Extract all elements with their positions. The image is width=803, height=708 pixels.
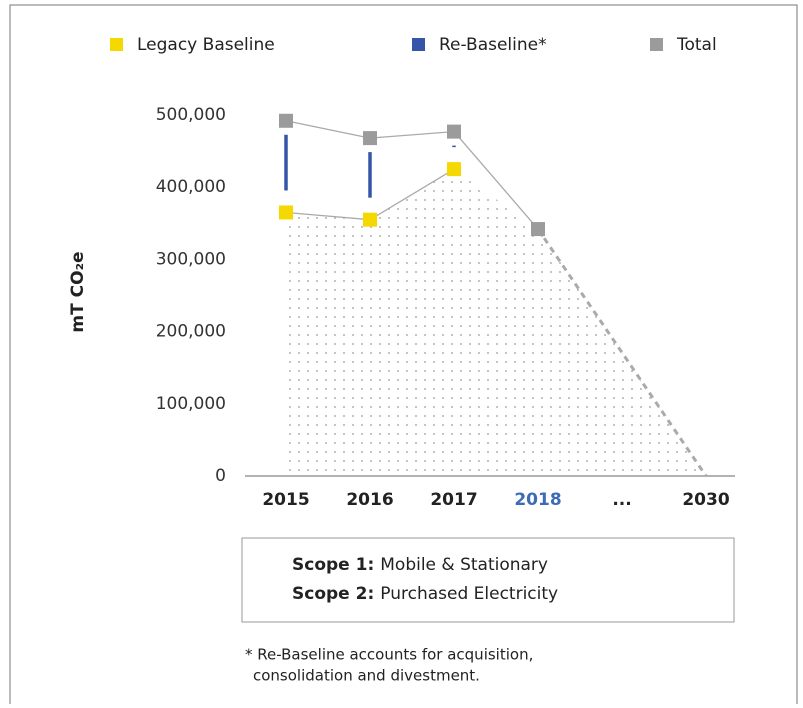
legend-label: Total [676,35,717,55]
marker [531,222,545,237]
x-tick-label: 2016 [346,490,393,510]
marker [447,162,461,177]
y-tick-label: 0 [215,466,226,486]
legend-label: Legacy Baseline [137,35,275,55]
frame [9,4,798,708]
y-axis-label: mT CO₂e [68,251,88,332]
legend-label: Re-Baseline* [439,35,547,55]
y-tick-label: 200,000 [156,322,226,342]
marker [447,124,461,139]
footnote: consolidation and divestment. [253,667,480,685]
x-tick-label: 2030 [682,490,729,510]
x-tick-label: ... [612,490,631,510]
scope-line: Scope 2: Purchased Electricity [292,584,558,604]
legend-swatch [412,38,425,51]
x-tick-label: 2017 [430,490,477,510]
y-tick-label: 500,000 [156,105,226,125]
marker [363,131,377,146]
marker [279,205,293,220]
legend-swatch [650,38,663,51]
dotted-area [286,169,706,476]
total-line [285,120,371,139]
projection-line [536,228,708,477]
x-tick-label: 2015 [262,490,309,510]
y-tick-label: 300,000 [156,249,226,269]
scope-label: Scope 1: [292,555,374,575]
scope-label: Scope 2: [292,584,374,604]
total-line [453,131,539,230]
scope-text: Mobile & Stationary [380,555,548,575]
y-tick-label: 100,000 [156,394,226,414]
scope-line: Scope 1: Mobile & Stationary [292,555,548,575]
marker [279,113,293,128]
footnote: * Re-Baseline accounts for acquisition, [245,646,533,664]
marker [363,212,377,227]
scope-box [241,537,735,623]
x-tick-label: 2018 [514,490,561,510]
y-tick-label: 400,000 [156,177,226,197]
legend-swatch [110,38,123,51]
scope-text: Purchased Electricity [380,584,558,604]
total-line [369,130,455,139]
